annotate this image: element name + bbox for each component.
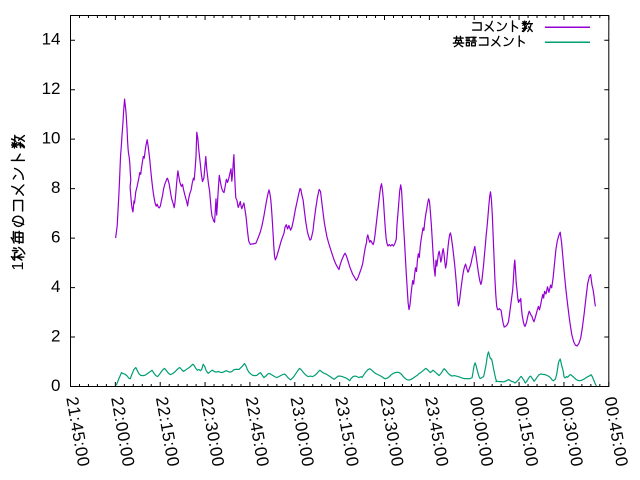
svg-text:23:30:00: 23:30:00 [376,395,407,468]
svg-text:00:30:00: 00:30:00 [556,395,587,468]
svg-text:22:45:00: 22:45:00 [242,395,273,468]
svg-text:00:00:00: 00:00:00 [466,395,497,468]
svg-text:1: 1 [10,262,27,271]
svg-text:00:15:00: 00:15:00 [511,395,542,468]
svg-text:21:45:00: 21:45:00 [62,395,93,468]
svg-text:00:45:00: 00:45:00 [601,395,632,468]
svg-text:2: 2 [51,326,60,345]
svg-text:14: 14 [42,30,61,49]
svg-text:23:00:00: 23:00:00 [287,395,318,468]
svg-text:23:15:00: 23:15:00 [331,395,362,468]
svg-text:4: 4 [51,277,60,296]
svg-text:6: 6 [51,228,60,247]
svg-text:22:30:00: 22:30:00 [197,395,228,468]
svg-text:10: 10 [42,129,61,148]
svg-text:8: 8 [51,178,60,197]
svg-text:23:45:00: 23:45:00 [421,395,452,468]
svg-text:12: 12 [42,79,61,98]
svg-text:22:15:00: 22:15:00 [152,395,183,468]
svg-text:22:00:00: 22:00:00 [107,395,138,468]
svg-text:0: 0 [51,376,60,395]
